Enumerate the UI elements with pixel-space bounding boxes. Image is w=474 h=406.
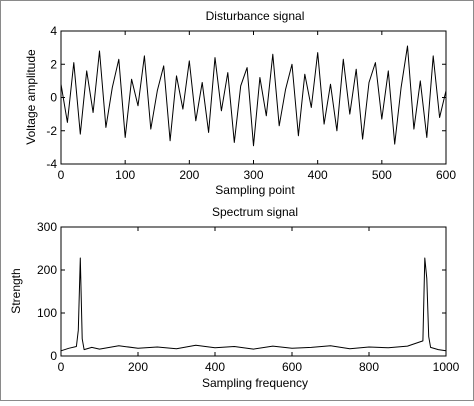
x-tick-label: 1000 — [433, 360, 460, 374]
tick-layer: 0 200 400 600 800 1000 0 100 200 300 — [37, 220, 460, 374]
x-tick-label: 400 — [205, 360, 225, 374]
y-tick-label: -2 — [46, 124, 57, 138]
series-layer — [60, 45, 447, 147]
disturbance-chart: Disturbance signal Sampling point Voltag… — [24, 9, 456, 197]
y-tick-label: 100 — [37, 306, 57, 320]
x-tick-label: 100 — [115, 168, 135, 182]
plot-frame — [60, 30, 447, 165]
x-tick-label: 200 — [128, 360, 148, 374]
x-axis-label: Sampling frequency — [202, 376, 308, 390]
x-tick-label: 600 — [436, 168, 456, 182]
x-tick-label: 400 — [308, 168, 328, 182]
y-tick-label: 300 — [37, 220, 57, 234]
series-line — [60, 257, 447, 352]
x-tick-label: 300 — [243, 168, 263, 182]
spectrum-chart: Spectrum signal Sampling frequency Stren… — [9, 205, 460, 390]
x-tick-label: 200 — [179, 168, 199, 182]
y-tick-label: -4 — [46, 157, 57, 171]
chart-title: Spectrum signal — [212, 205, 298, 219]
x-tick-label: 600 — [282, 360, 302, 374]
chart-title: Disturbance signal — [206, 9, 305, 23]
series-line — [60, 45, 447, 147]
x-tick-label: 500 — [372, 168, 392, 182]
y-axis-label: Voltage amplitude — [24, 49, 38, 145]
x-tick-label: 800 — [359, 360, 379, 374]
y-tick-label: 4 — [50, 24, 57, 38]
y-axis-label: Strength — [9, 268, 23, 313]
x-tick-label: 0 — [58, 168, 65, 182]
x-axis-label: Sampling point — [215, 183, 295, 197]
y-tick-label: 0 — [50, 349, 57, 363]
plot-frame — [60, 226, 447, 357]
y-tick-label: 200 — [37, 263, 57, 277]
tick-layer: 0 100 200 300 400 500 600 -4 -2 0 2 4 — [46, 24, 456, 182]
y-tick-label: 0 — [50, 91, 57, 105]
x-tick-label: 0 — [58, 360, 65, 374]
series-layer — [60, 257, 447, 352]
y-tick-label: 2 — [50, 57, 57, 71]
